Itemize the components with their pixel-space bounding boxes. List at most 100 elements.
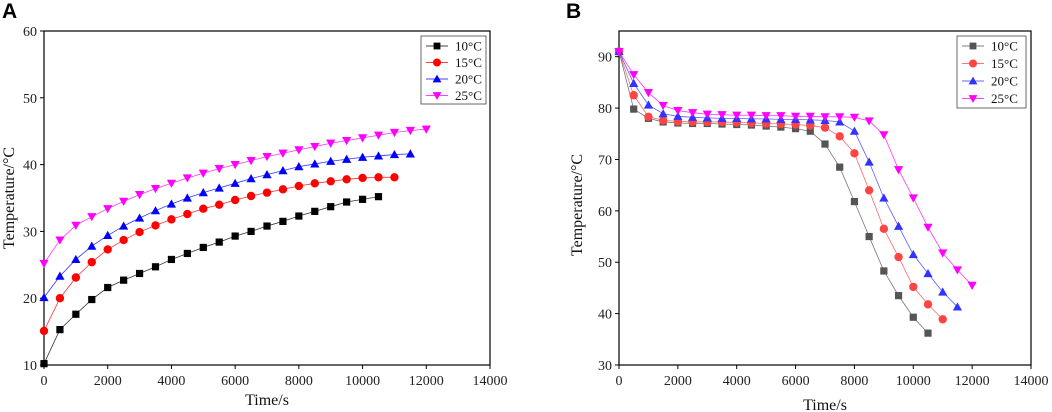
data-point — [673, 111, 683, 120]
x-tick-label: 8000 — [285, 374, 313, 389]
data-point — [230, 161, 240, 170]
data-point — [614, 47, 624, 57]
data-point — [246, 174, 256, 183]
data-point — [39, 326, 49, 336]
data-point — [215, 238, 223, 246]
y-tick-label: 10 — [23, 359, 37, 374]
data-point — [39, 292, 49, 302]
x-tick-label: 4000 — [157, 374, 185, 389]
panel-b: B 0 2000 4000 6000 8000 10000 12000 14000 30 40 50… — [566, 0, 1049, 412]
data-point — [879, 131, 889, 140]
data-point — [294, 181, 304, 191]
data-point — [183, 249, 191, 258]
series-1 — [614, 47, 947, 324]
y-tick-label: 60 — [598, 205, 612, 220]
data-point — [761, 112, 771, 121]
data-point — [279, 217, 287, 225]
data-point — [151, 221, 160, 230]
legend-entry-3: 25°C — [426, 88, 482, 103]
data-point — [894, 292, 903, 300]
data-point — [182, 174, 192, 183]
data-point — [374, 193, 383, 201]
data-point — [643, 89, 654, 98]
data-point — [864, 157, 874, 166]
series-0 — [40, 193, 383, 368]
x-tick-label: 2000 — [94, 374, 122, 389]
series-3 — [39, 125, 431, 269]
data-point — [967, 281, 977, 290]
panel-a-plot-area: 0 2000 4000 6000 8000 10000 12000 14000 10 20 30 40… — [23, 25, 508, 389]
data-point — [776, 112, 786, 121]
x-tick-label: 10000 — [896, 374, 931, 389]
data-point — [166, 199, 177, 208]
data-point — [135, 269, 144, 278]
data-point — [342, 136, 352, 146]
data-point — [374, 173, 383, 182]
data-point — [390, 173, 399, 182]
data-point — [836, 163, 844, 171]
series-3 — [614, 47, 977, 290]
data-point — [805, 112, 815, 121]
data-point — [629, 71, 639, 80]
legend-entry-0: 10°C — [962, 39, 1018, 54]
data-point — [230, 195, 240, 205]
data-point — [247, 227, 255, 235]
panel-b-x-axis-title: Time/s — [803, 397, 847, 412]
panel-a: A 0 2000 4000 6000 8000 10000 12000 14000 10 20 30… — [1, 0, 508, 409]
data-point — [294, 146, 304, 155]
x-tick-label: 4000 — [723, 374, 751, 389]
data-point — [389, 149, 400, 159]
data-point — [199, 204, 208, 213]
x-tick-label: 10000 — [345, 374, 380, 389]
y-tick-label: 30 — [23, 225, 37, 240]
data-point — [310, 159, 320, 168]
x-tick-label: 2000 — [664, 374, 692, 389]
x-tick-label: 6000 — [782, 374, 810, 389]
y-tick-label: 60 — [23, 25, 37, 40]
data-point — [938, 249, 948, 258]
panel-b-legend: 10°C 15°C 20°C 25°C — [956, 35, 1027, 109]
panel-b-label: B — [566, 0, 581, 23]
series-line — [618, 51, 929, 334]
data-point — [658, 116, 668, 125]
data-point — [849, 113, 860, 122]
data-point — [909, 313, 917, 321]
legend-label: 25°C — [455, 88, 482, 103]
x-tick-label: 8000 — [840, 374, 868, 389]
data-point — [880, 267, 888, 275]
data-point — [790, 112, 801, 121]
data-point — [39, 259, 49, 269]
legend-entry-2: 20°C — [962, 74, 1018, 89]
x-tick-label: 0 — [616, 374, 623, 389]
data-point — [717, 111, 727, 120]
data-point — [214, 183, 224, 192]
x-tick-label: 14000 — [1014, 374, 1049, 389]
data-point — [103, 205, 113, 214]
data-point — [119, 235, 128, 245]
legend-marker — [969, 42, 977, 50]
panel-a-plot-frame — [43, 30, 491, 366]
x-tick-label: 12000 — [409, 374, 444, 389]
data-point — [687, 109, 698, 118]
data-point — [643, 100, 654, 109]
data-point — [909, 282, 918, 292]
y-tick-label: 40 — [598, 308, 612, 323]
data-point — [104, 283, 112, 292]
data-point — [55, 294, 65, 303]
legend-marker — [968, 95, 978, 103]
data-point — [278, 185, 288, 194]
data-point — [87, 241, 97, 250]
series-line — [43, 196, 379, 364]
data-point — [357, 134, 368, 143]
y-tick-label: 70 — [598, 153, 612, 168]
legend-label: 20°C — [455, 72, 482, 87]
data-point — [702, 110, 712, 119]
data-point — [71, 221, 81, 230]
data-point — [820, 113, 830, 122]
x-tick-label: 0 — [41, 374, 48, 389]
panel-a-y-axis-title: Temperature/°C — [1, 147, 18, 249]
y-tick-label: 90 — [598, 51, 612, 66]
data-point — [295, 212, 303, 220]
panel-a-label: A — [2, 0, 17, 23]
legend-label: 10°C — [455, 39, 482, 54]
